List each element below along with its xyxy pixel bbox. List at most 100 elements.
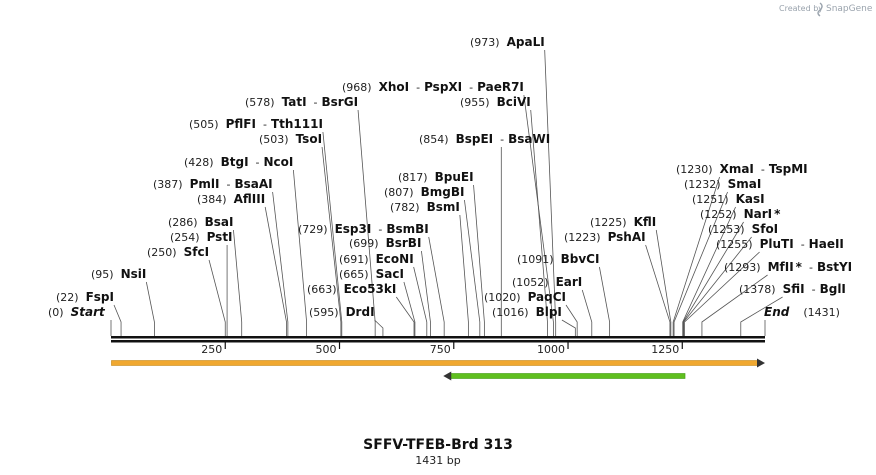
site-leader bbox=[421, 250, 431, 336]
site-label: (428) BtgI - NcoI bbox=[184, 155, 293, 169]
site-leader bbox=[374, 319, 384, 336]
site-position: (1016) bbox=[492, 306, 529, 319]
site-leader bbox=[233, 229, 243, 336]
site-leader bbox=[523, 94, 554, 336]
site-name-separator: - bbox=[256, 156, 260, 169]
site-leader bbox=[208, 259, 226, 336]
site-position: (782) bbox=[390, 201, 420, 214]
site-name: BsrGI bbox=[322, 95, 359, 109]
site-name: BsmI bbox=[427, 200, 460, 214]
site-label: (1253) SfoI bbox=[708, 222, 778, 236]
site-position: (1253) bbox=[708, 223, 745, 236]
site-name-separator: - bbox=[226, 178, 230, 191]
site-position: (1252) bbox=[700, 208, 737, 221]
site-label: (817) BpuEI bbox=[398, 170, 474, 184]
site-position: (807) bbox=[384, 186, 414, 199]
site-name: BglI bbox=[820, 282, 846, 296]
site-name-separator: - bbox=[812, 283, 816, 296]
site-label: (254) PstI bbox=[170, 230, 233, 244]
ruler-tick-label: 250 bbox=[201, 343, 222, 356]
site-name: BsaI bbox=[205, 215, 234, 229]
site-position: (595) bbox=[309, 306, 339, 319]
site-position: (699) bbox=[349, 237, 379, 250]
site-position: (1020) bbox=[484, 291, 521, 304]
site-leader bbox=[683, 236, 752, 336]
site-position: (428) bbox=[184, 156, 214, 169]
site-label: (807) BmgBI bbox=[384, 185, 464, 199]
site-position: (817) bbox=[398, 171, 428, 184]
site-label: (854) BspEI - BsaWI bbox=[419, 132, 550, 146]
site-position: (1255) bbox=[716, 238, 753, 251]
site-position: (22) bbox=[56, 291, 79, 304]
site-name: PstI bbox=[207, 230, 233, 244]
site-position: (1223) bbox=[564, 231, 601, 244]
site-name-separator: - bbox=[416, 81, 420, 94]
site-name: End bbox=[764, 305, 790, 319]
credit-brand: SnapGene bbox=[826, 4, 873, 14]
site-name: PluTI bbox=[760, 237, 794, 251]
site-label: (387) PmlI - BsaAI bbox=[153, 177, 273, 191]
site-name: BpuEI bbox=[435, 170, 474, 184]
site-label: (1230) XmaI - TspMI bbox=[676, 162, 808, 176]
site-name: BbvCI bbox=[561, 252, 600, 266]
site-name: Esp3I bbox=[335, 222, 372, 236]
site-position: (503) bbox=[259, 133, 289, 146]
site-name: NarI bbox=[744, 207, 773, 221]
site-label: (729) Esp3I - BsmBI bbox=[298, 222, 429, 236]
site-label: (1293) MfII * - BstYI bbox=[724, 260, 852, 274]
site-leader bbox=[645, 244, 671, 336]
site-position: (0) bbox=[48, 306, 64, 319]
site-name: PshAI bbox=[608, 230, 646, 244]
site-leader bbox=[473, 184, 485, 336]
site-position: (973) bbox=[470, 36, 500, 49]
site-name: PmlI bbox=[190, 177, 220, 191]
ruler-ticks: 250 500 750 1000 1250 bbox=[201, 342, 683, 356]
site-label: (955) BciVI bbox=[460, 95, 531, 109]
site-name: XhoI bbox=[379, 80, 410, 94]
site-name: SmaI bbox=[728, 177, 762, 191]
site-position: (1378) bbox=[739, 283, 776, 296]
site-name: NcoI bbox=[264, 155, 294, 169]
site-leader bbox=[395, 296, 415, 336]
site-leader bbox=[740, 296, 783, 336]
site-labels: (0) Start(22) FspI (95) NsiI(250) SfcI(254) Ps… bbox=[48, 35, 852, 319]
site-position: (1052) bbox=[512, 276, 549, 289]
site-label: (384) AflIII bbox=[197, 192, 265, 206]
site-position: (1431) bbox=[803, 306, 840, 319]
site-leader bbox=[264, 206, 287, 336]
site-label: (1232) SmaI bbox=[684, 177, 761, 191]
site-name: Tth111I bbox=[271, 117, 323, 131]
site-name: BmgBI bbox=[421, 185, 465, 199]
site-position: (1293) bbox=[724, 261, 761, 274]
site-name-separator: - bbox=[500, 133, 504, 146]
site-name: BsmBI bbox=[386, 222, 428, 236]
site-leader bbox=[565, 304, 578, 336]
site-leader bbox=[682, 206, 736, 336]
site-name: BstYI bbox=[817, 260, 852, 274]
site-name: FspI bbox=[86, 290, 114, 304]
site-name-separator: - bbox=[469, 81, 473, 94]
site-name: BsrBI bbox=[386, 236, 422, 250]
site-leader bbox=[599, 266, 611, 336]
site-leader bbox=[113, 304, 122, 336]
site-leader bbox=[413, 266, 428, 336]
site-leader bbox=[428, 236, 445, 336]
site-name: BsaWI bbox=[508, 132, 550, 146]
site-star: * bbox=[796, 260, 803, 274]
site-position: (854) bbox=[419, 133, 449, 146]
site-position: (729) bbox=[298, 223, 328, 236]
map-title: SFFV-TFEB-Brd 313 bbox=[363, 437, 513, 453]
site-name: BtgI bbox=[221, 155, 249, 169]
features bbox=[111, 358, 765, 381]
site-label: (578) TatI - BsrGI bbox=[245, 95, 358, 109]
ruler-tick-label: 500 bbox=[316, 343, 337, 356]
site-name: ApaLI bbox=[507, 35, 545, 49]
site-name: Start bbox=[71, 305, 106, 319]
site-label: End (1431) bbox=[764, 305, 840, 319]
site-name: DrdI bbox=[346, 305, 375, 319]
site-position: (578) bbox=[245, 96, 275, 109]
ruler-tick-label: 1250 bbox=[651, 343, 679, 356]
site-leader bbox=[581, 289, 593, 336]
site-leader bbox=[357, 109, 376, 336]
site-label: (1255) PluTI - HaeII bbox=[716, 237, 844, 251]
